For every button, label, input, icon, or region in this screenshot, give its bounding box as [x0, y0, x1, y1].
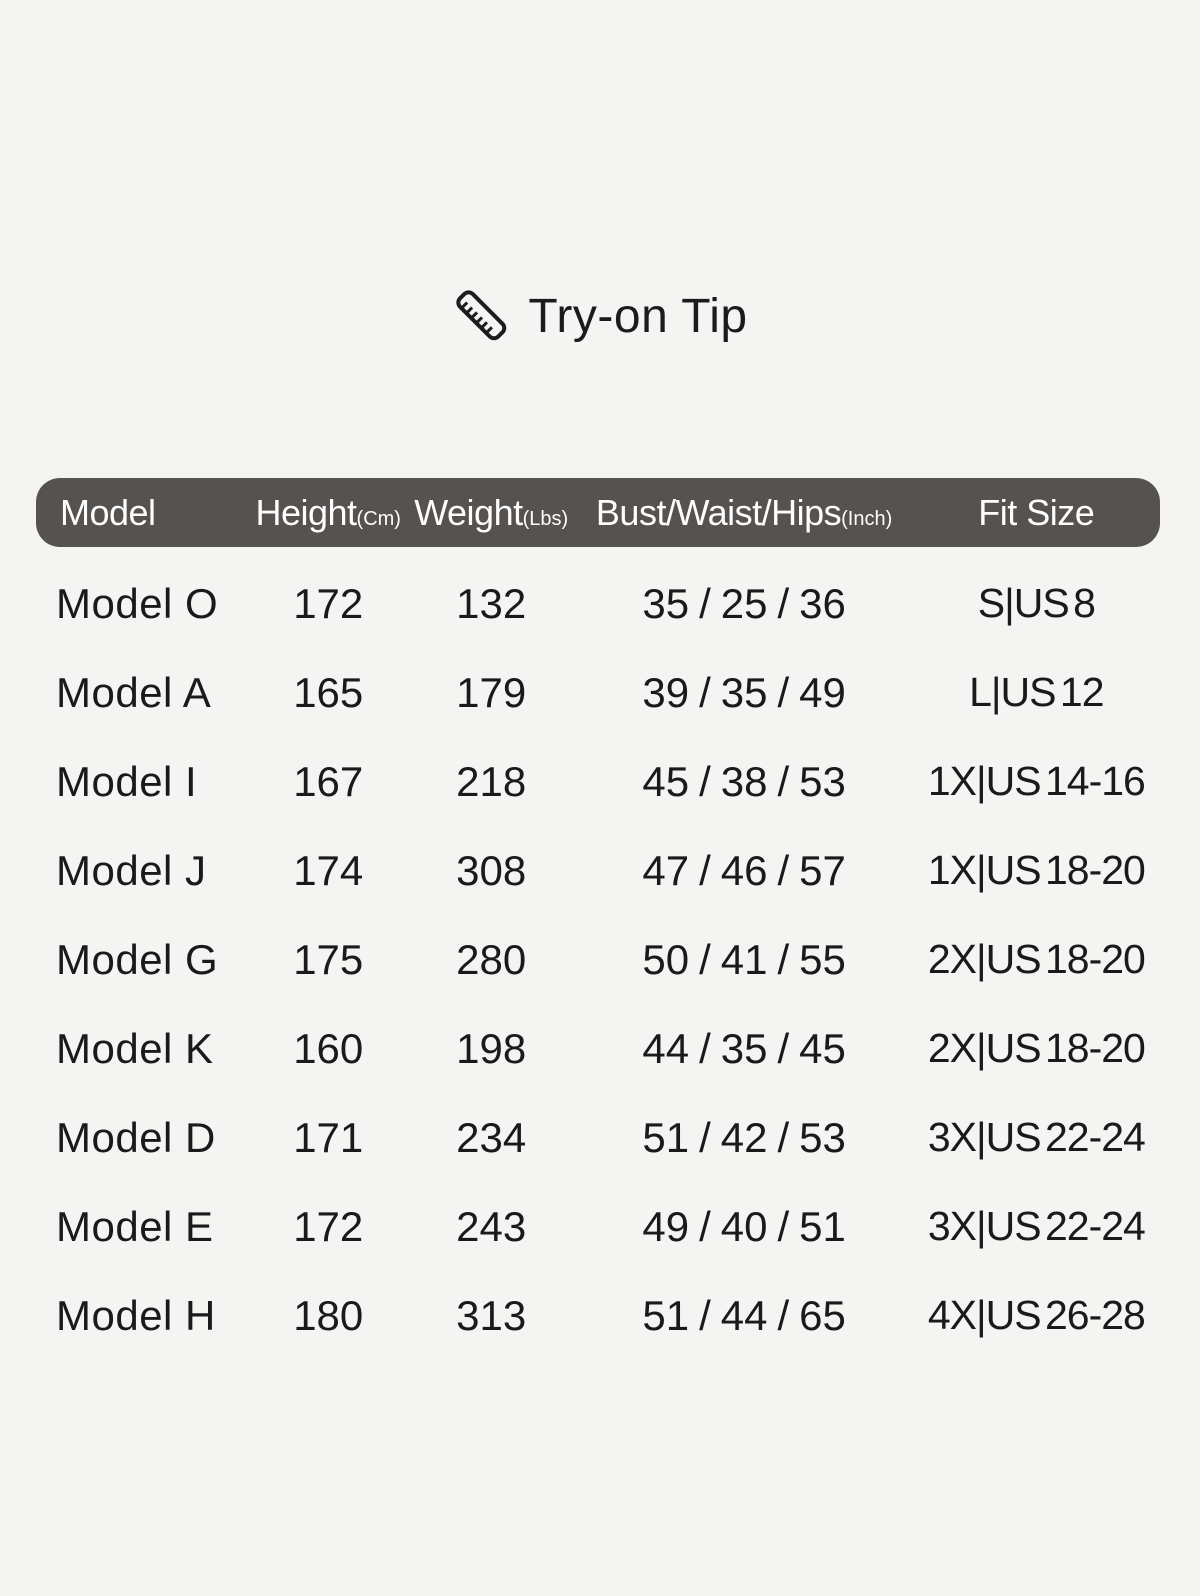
- model-cell: Model D: [56, 1113, 216, 1161]
- bust-waist-hips-cell: 44/35/45: [642, 1024, 846, 1072]
- height-cell: 171: [293, 1113, 364, 1161]
- header-fit-size: Fit Size: [978, 491, 1095, 533]
- table-header: Model Height(Cm) Weight(Lbs) Bust/Waist/…: [36, 478, 1160, 547]
- fit-size-cell: 2X|US 18-20: [927, 1025, 1146, 1071]
- height-cell: 165: [293, 668, 364, 716]
- size-table: Model Height(Cm) Weight(Lbs) Bust/Waist/…: [36, 478, 1160, 1360]
- weight-cell: 218: [456, 757, 527, 805]
- height-cell: 180: [293, 1291, 364, 1339]
- model-cell: Model O: [56, 579, 219, 627]
- fit-size-cell: 3X|US 22-24: [927, 1114, 1146, 1160]
- height-cell: 172: [293, 579, 364, 627]
- table-row: Model E 172 243 49/40/51 3X|US 22-24: [36, 1182, 1160, 1271]
- bust-waist-hips-cell: 51/42/53: [642, 1113, 846, 1161]
- weight-cell: 234: [456, 1113, 527, 1161]
- header-model: Model: [60, 491, 156, 533]
- height-cell: 174: [293, 846, 364, 894]
- header-weight-unit: (Lbs): [522, 507, 569, 530]
- model-cell: Model A: [56, 668, 212, 716]
- table-row: Model A 165 179 39/35/49 L|US 12: [36, 648, 1160, 737]
- bust-waist-hips-cell: 51/44/65: [642, 1291, 846, 1339]
- ruler-icon: [452, 283, 512, 349]
- header-height-unit: (Cm): [356, 507, 401, 530]
- weight-cell: 280: [456, 935, 527, 983]
- bust-waist-hips-cell: 47/46/57: [642, 846, 846, 894]
- model-cell: Model I: [56, 757, 198, 805]
- bust-waist-hips-cell: 39/35/49: [642, 668, 846, 716]
- page-title-label: Try-on Tip: [528, 289, 748, 343]
- fit-size-cell: 1X|US 14-16: [927, 758, 1146, 804]
- fit-size-cell: S|US 8: [977, 580, 1096, 626]
- table-row: Model J 174 308 47/46/57 1X|US 18-20: [36, 826, 1160, 915]
- model-cell: Model E: [56, 1202, 214, 1250]
- model-cell: Model H: [56, 1291, 216, 1339]
- header-bwh-unit: (Inch): [841, 507, 893, 530]
- bust-waist-hips-cell: 50/41/55: [642, 935, 846, 983]
- fit-size-cell: 1X|US 18-20: [927, 847, 1146, 893]
- model-cell: Model G: [56, 935, 219, 983]
- table-row: Model O 172 132 35/25/36 S|US 8: [36, 559, 1160, 648]
- bust-waist-hips-cell: 45/38/53: [642, 757, 846, 805]
- weight-cell: 179: [456, 668, 527, 716]
- height-cell: 167: [293, 757, 364, 805]
- table-body: Model O 172 132 35/25/36 S|US 8 Model A …: [36, 559, 1160, 1360]
- weight-cell: 243: [456, 1202, 527, 1250]
- weight-cell: 198: [456, 1024, 527, 1072]
- table-row: Model H 180 313 51/44/65 4X|US 26-28: [36, 1271, 1160, 1360]
- table-row: Model I 167 218 45/38/53 1X|US 14-16: [36, 737, 1160, 826]
- height-cell: 175: [293, 935, 364, 983]
- model-cell: Model K: [56, 1024, 214, 1072]
- bust-waist-hips-cell: 49/40/51: [642, 1202, 846, 1250]
- header-weight: Weight(Lbs): [414, 491, 569, 533]
- table-row: Model G 175 280 50/41/55 2X|US 18-20: [36, 915, 1160, 1004]
- weight-cell: 313: [456, 1291, 527, 1339]
- fit-size-cell: L|US 12: [969, 669, 1104, 715]
- fit-size-cell: 4X|US 26-28: [927, 1292, 1146, 1338]
- height-cell: 172: [293, 1202, 364, 1250]
- height-cell: 160: [293, 1024, 364, 1072]
- header-height: Height(Cm): [255, 491, 401, 533]
- header-bust-waist-hips: Bust/Waist/Hips(Inch): [595, 491, 893, 533]
- fit-size-cell: 3X|US 22-24: [927, 1203, 1146, 1249]
- model-cell: Model J: [56, 846, 207, 894]
- weight-cell: 308: [456, 846, 527, 894]
- weight-cell: 132: [456, 579, 527, 627]
- fit-size-cell: 2X|US 18-20: [927, 936, 1146, 982]
- table-row: Model K 160 198 44/35/45 2X|US 18-20: [36, 1004, 1160, 1093]
- bust-waist-hips-cell: 35/25/36: [642, 579, 846, 627]
- page-title: Try-on Tip: [0, 283, 1200, 349]
- table-row: Model D 171 234 51/42/53 3X|US 22-24: [36, 1093, 1160, 1182]
